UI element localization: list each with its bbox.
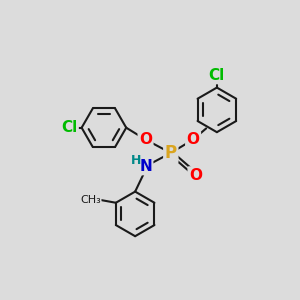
Text: Cl: Cl xyxy=(61,120,77,135)
Text: P: P xyxy=(165,144,177,162)
Text: CH₃: CH₃ xyxy=(80,195,101,205)
Text: Cl: Cl xyxy=(209,68,225,82)
Text: N: N xyxy=(139,159,152,174)
Text: H: H xyxy=(131,154,141,167)
Text: O: O xyxy=(187,132,200,147)
Text: O: O xyxy=(139,132,152,147)
Text: O: O xyxy=(189,168,202,183)
